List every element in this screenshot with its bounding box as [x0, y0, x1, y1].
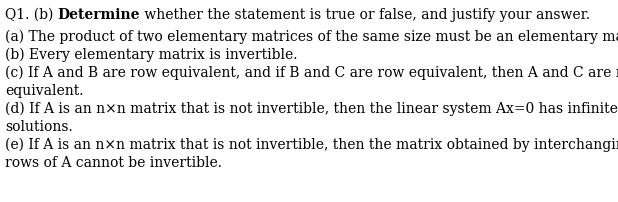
Text: (d) If A is an n×n matrix that is not invertible, then the linear system Ax=0 ha: (d) If A is an n×n matrix that is not in… [5, 102, 618, 116]
Text: whether the statement is true or false, and justify your answer.: whether the statement is true or false, … [140, 8, 590, 22]
Text: (e) If A is an n×n matrix that is not invertible, then the matrix obtained by in: (e) If A is an n×n matrix that is not in… [5, 138, 618, 152]
Text: rows of A cannot be invertible.: rows of A cannot be invertible. [5, 156, 222, 170]
Text: (a) The product of two elementary matrices of the same size must be an elementar: (a) The product of two elementary matric… [5, 30, 618, 44]
Text: Q1. (b): Q1. (b) [5, 8, 57, 22]
Text: (c) If A and B are row equivalent, and if B and C are row equivalent, then A and: (c) If A and B are row equivalent, and i… [5, 66, 618, 80]
Text: equivalent.: equivalent. [5, 84, 83, 98]
Text: Determine: Determine [57, 8, 140, 22]
Text: solutions.: solutions. [5, 120, 73, 134]
Text: (b) Every elementary matrix is invertible.: (b) Every elementary matrix is invertibl… [5, 48, 297, 62]
